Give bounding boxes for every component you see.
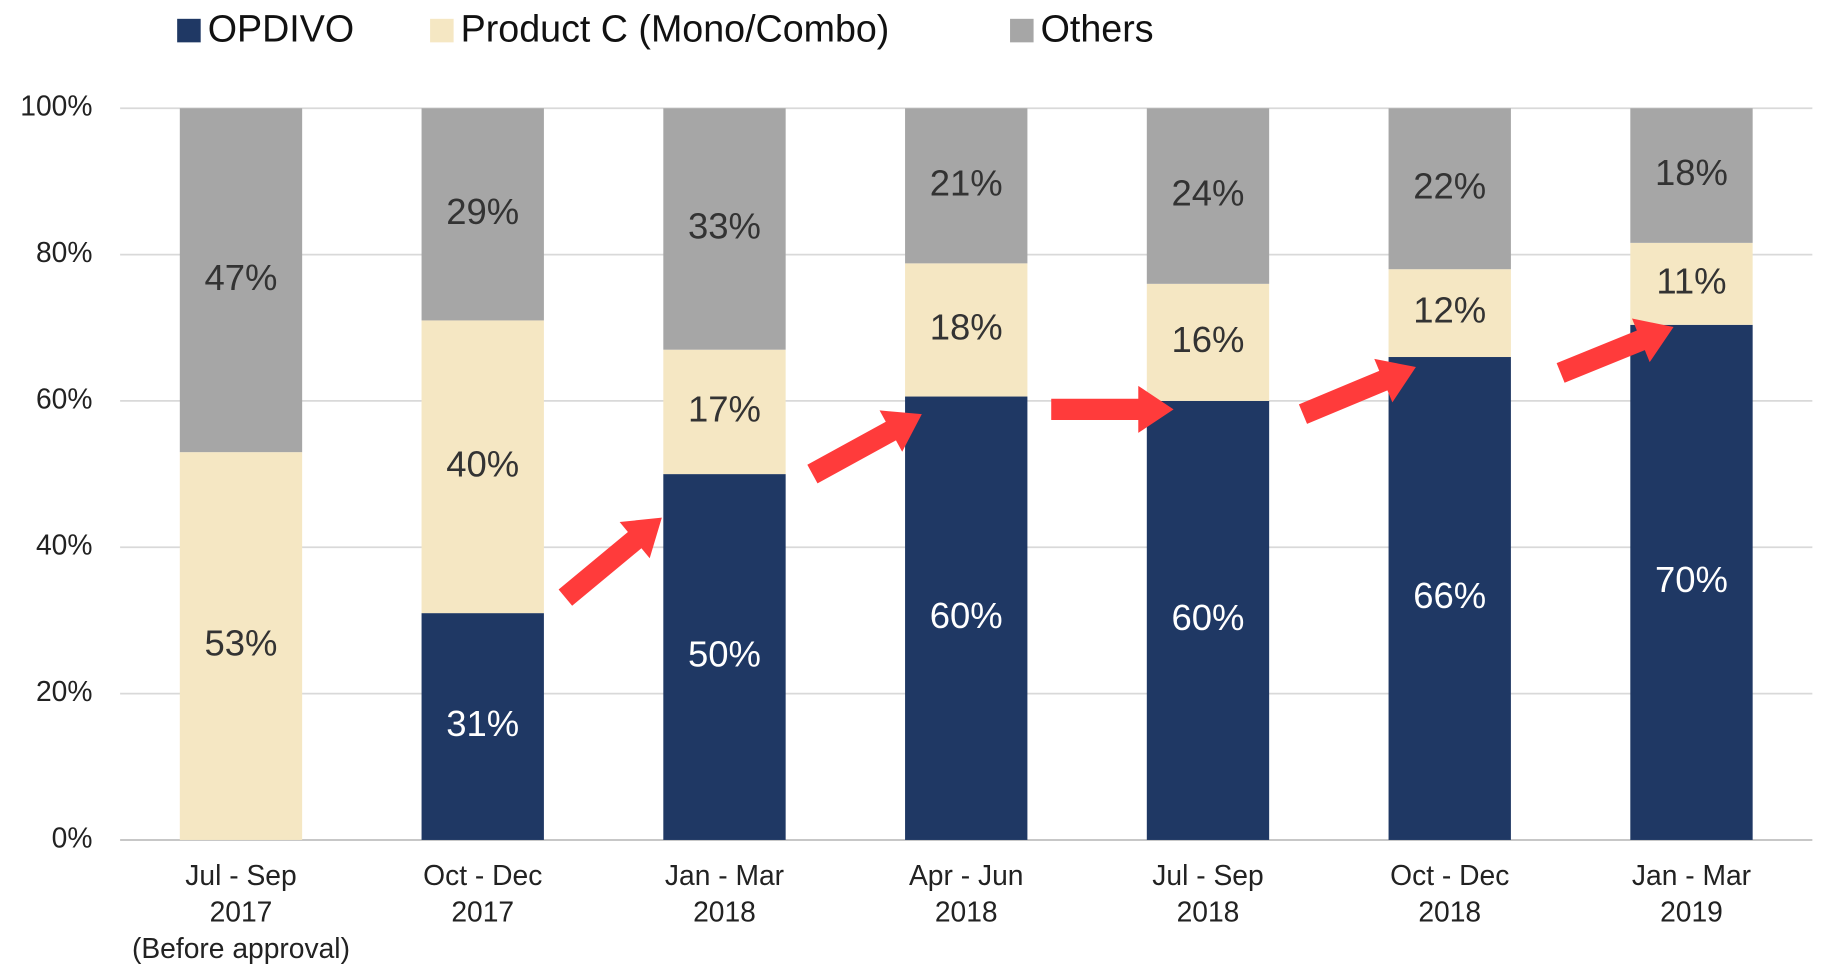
bar-segment	[905, 396, 1028, 840]
x-tick-label: 2018	[1418, 896, 1481, 928]
data-label: 60%	[1171, 597, 1244, 638]
data-label: 21%	[930, 162, 1003, 203]
legend-label: Others	[1041, 8, 1154, 50]
arrow	[558, 517, 662, 606]
data-label: 40%	[446, 443, 519, 484]
y-tick-label: 0%	[52, 821, 93, 853]
bar-segment	[421, 613, 544, 840]
bar-segment	[905, 263, 1028, 397]
legend-swatch	[177, 18, 201, 43]
x-tick-label: Jul - Sep	[185, 859, 296, 891]
data-label: 60%	[930, 595, 1003, 636]
data-label: 22%	[1413, 165, 1486, 206]
data-label: 18%	[1655, 152, 1728, 193]
x-tick-label: Apr - Jun	[909, 859, 1024, 891]
arrow	[1298, 358, 1416, 424]
bar-segment	[1146, 400, 1270, 840]
bar-segment	[1630, 108, 1753, 243]
legend-label: OPDIVO	[208, 8, 354, 50]
x-tick-label: Oct - Dec	[423, 859, 542, 891]
legend-swatch	[1010, 18, 1034, 43]
bar-segment	[663, 108, 786, 350]
data-label: 17%	[688, 389, 761, 430]
data-label: 53%	[204, 623, 277, 664]
x-tick-label: 2018	[1177, 896, 1240, 928]
x-tick-label: 2017	[451, 896, 514, 928]
x-tick-label: 2018	[693, 896, 756, 928]
data-label: 29%	[446, 191, 519, 232]
data-label: 18%	[930, 307, 1003, 348]
x-tick-label: Jan - Mar	[665, 859, 784, 891]
bar-segment	[905, 108, 1028, 264]
data-label: 11%	[1656, 260, 1726, 301]
bar-segment	[1388, 357, 1511, 840]
data-label: 66%	[1413, 575, 1486, 616]
y-tick-label: 20%	[36, 675, 92, 707]
y-tick-label: 40%	[36, 529, 92, 561]
legend-label: Product C (Mono/Combo)	[461, 8, 890, 50]
y-tick-label: 80%	[36, 236, 92, 268]
data-label: 47%	[204, 257, 277, 298]
data-label: 50%	[688, 634, 761, 675]
bar-segment	[1388, 269, 1511, 358]
arrow	[1556, 318, 1674, 383]
arrow	[807, 410, 922, 484]
bar-segment	[179, 452, 303, 840]
y-tick-label: 60%	[36, 382, 92, 414]
bar-segment	[1388, 108, 1511, 270]
x-tick-label: 2017	[210, 896, 273, 928]
bar-segment	[179, 108, 303, 453]
x-tick-label: (Before approval)	[132, 932, 350, 964]
bar-segment	[663, 474, 786, 840]
y-tick-label: 100%	[20, 90, 92, 122]
bar-segment	[663, 349, 786, 475]
x-tick-label: 2018	[935, 896, 998, 928]
bar-segment	[1146, 283, 1270, 401]
data-label: 24%	[1171, 173, 1244, 214]
bar-segment	[1146, 108, 1270, 284]
legend-swatch	[430, 18, 454, 43]
bar-segment	[1630, 242, 1753, 325]
bar-segment	[421, 320, 544, 614]
data-label: 33%	[688, 206, 761, 247]
x-tick-label: 2019	[1660, 896, 1723, 928]
bar-segment	[1630, 324, 1753, 840]
data-label: 31%	[446, 703, 519, 744]
data-label: 16%	[1171, 319, 1244, 360]
data-label: 12%	[1413, 290, 1486, 331]
x-tick-label: Oct - Dec	[1390, 859, 1509, 891]
arrow	[1051, 385, 1174, 433]
data-label: 70%	[1655, 559, 1728, 600]
x-tick-label: Jul - Sep	[1152, 859, 1263, 891]
x-tick-label: Jan - Mar	[1632, 859, 1751, 891]
bar-segment	[421, 108, 544, 321]
